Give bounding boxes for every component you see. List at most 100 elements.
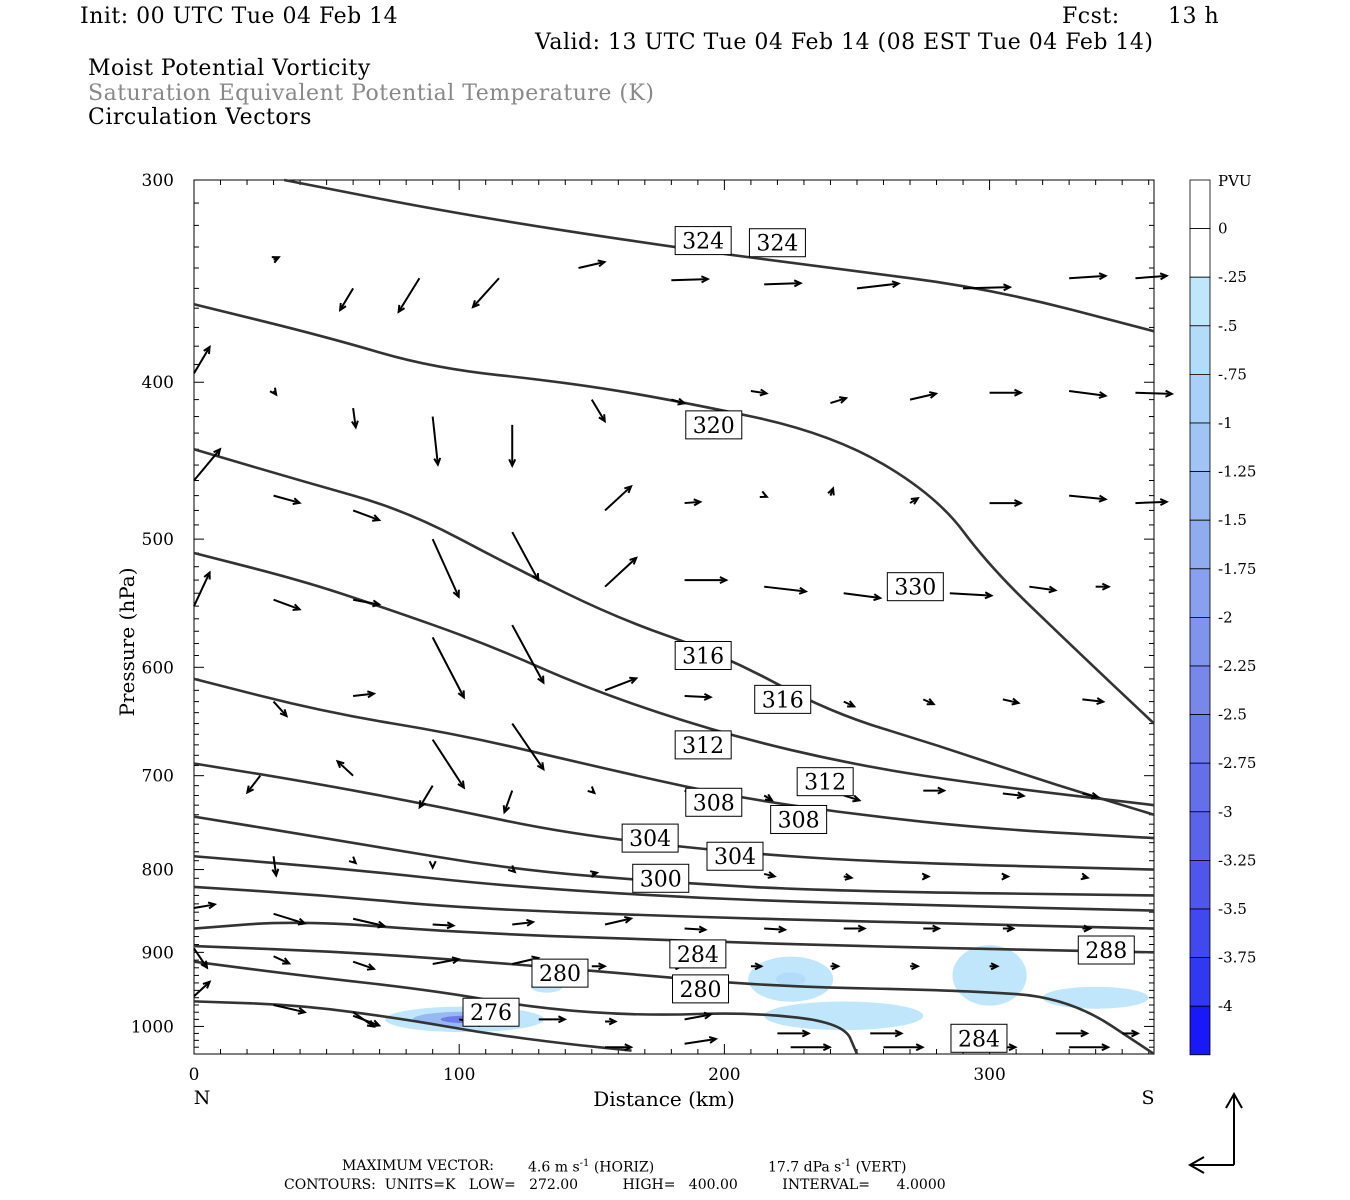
circulation-vector-head — [1098, 272, 1108, 281]
x-tick-label: 100 — [443, 1065, 475, 1085]
colorbar-label: -1.25 — [1218, 463, 1256, 481]
circulation-vector-head — [852, 794, 862, 803]
y-tick-label: 300 — [142, 171, 174, 191]
circulation-vector — [246, 775, 262, 794]
circulation-vector — [273, 598, 300, 611]
circulation-vector — [684, 1037, 716, 1045]
circulation-vector-head — [719, 576, 729, 585]
colorbar-swatch — [1189, 617, 1211, 667]
max-vector-vert-tag: (VERT) — [855, 1159, 907, 1176]
y-tick-label: 500 — [142, 530, 174, 550]
circulation-vector-head — [629, 676, 639, 685]
circulation-vector-head — [857, 924, 867, 933]
isentrope-line — [283, 178, 1155, 333]
circulation-vector — [432, 958, 459, 965]
circulation-vector — [578, 261, 605, 269]
isentrope-label: 284 — [677, 943, 719, 968]
circulation-vector-head — [351, 420, 359, 430]
isentrope-label-box — [674, 730, 732, 760]
colorbar-swatch — [1189, 762, 1211, 813]
fcst-label: Fcst: — [1062, 4, 1120, 29]
pv-region — [1042, 986, 1149, 1009]
isentrope-label: 276 — [470, 1001, 512, 1026]
fcst-value: 13 h — [1168, 4, 1220, 29]
colorbar-label: -1.5 — [1218, 511, 1247, 529]
circulation-vector-head — [203, 345, 211, 355]
circulation-vector-head — [1101, 582, 1111, 591]
colorbar-label: -2.5 — [1218, 706, 1247, 724]
circulation-vector — [511, 531, 540, 581]
circulation-vector — [1069, 389, 1106, 397]
circulation-vector — [339, 287, 354, 311]
circulation-vector-head — [910, 497, 920, 505]
isentrope-label-box — [632, 863, 690, 893]
circulation-vector-head — [1101, 1043, 1111, 1052]
circulation-vector-head — [1159, 272, 1169, 281]
circulation-vector — [1002, 792, 1024, 797]
circulation-vector-head — [754, 962, 764, 971]
circulation-vector — [352, 598, 380, 606]
circulation-vector-head — [377, 920, 387, 929]
circulation-vector-head — [597, 259, 607, 268]
circulation-vector — [336, 760, 354, 777]
field-title-vectors: Circulation Vectors — [88, 105, 312, 130]
circulation-vector-head — [1048, 585, 1058, 594]
colorbar-swatch — [1189, 228, 1211, 278]
isentrope-line — [193, 677, 1155, 840]
pv-region-core — [775, 972, 806, 986]
colorbar-label: -3.5 — [1218, 900, 1247, 918]
circulation-vector — [684, 500, 701, 505]
isentrope-label: 300 — [640, 867, 682, 892]
colorbar-label: -3.75 — [1218, 949, 1256, 967]
colorbar-label: -4 — [1218, 997, 1233, 1015]
colorbar-unit: PVU — [1218, 172, 1252, 190]
circulation-vector-head — [292, 603, 302, 611]
circulation-vector — [352, 1014, 380, 1027]
reference-horizontal-arrow-head — [1187, 1156, 1205, 1174]
colorbar-swatch — [1189, 373, 1211, 424]
isentrope-line — [193, 302, 1155, 725]
circulation-vector — [352, 917, 385, 927]
circulation-vector-head — [767, 871, 777, 879]
circulation-vector-head — [847, 700, 857, 708]
circulation-vector-head — [822, 1043, 832, 1052]
circulation-vector — [272, 700, 288, 717]
isentrope-line — [193, 762, 1155, 871]
circulation-vector — [431, 416, 439, 465]
circulation-vector-head — [1014, 499, 1024, 508]
circulation-vector — [193, 346, 211, 374]
isentrope-label-box — [748, 228, 806, 258]
circulation-vector — [1069, 274, 1106, 280]
circulation-vector-head — [937, 786, 947, 795]
circulation-vector — [750, 389, 767, 395]
circulation-vector — [352, 960, 375, 970]
circulation-vector — [397, 277, 421, 313]
north-label: N — [194, 1087, 211, 1109]
circulation-vector-head — [348, 856, 358, 865]
circulation-vector — [1135, 274, 1167, 280]
colorbar-swatch — [1189, 276, 1211, 327]
isentrope-line — [193, 854, 1155, 912]
y-tick-label: 400 — [142, 373, 174, 393]
circulation-vector-head — [200, 960, 209, 970]
circulation-vector-head — [928, 391, 939, 399]
circulation-vector-head — [1131, 1029, 1141, 1038]
colorbar-swatch — [1189, 568, 1211, 618]
circulation-vector-head — [693, 498, 703, 507]
contour-info: CONTOURS: UNITS=K LOW= 272.00 HIGH= 400.… — [284, 1177, 946, 1193]
pv-region — [764, 1001, 924, 1031]
circulation-vector-head — [778, 925, 788, 934]
circulation-vector-head — [335, 759, 345, 769]
circulation-vector — [273, 912, 306, 925]
circulation-vector-head — [1080, 872, 1090, 881]
circulation-vector-head — [838, 396, 849, 404]
circulation-vector — [684, 695, 711, 699]
x-tick-label: 200 — [708, 1065, 740, 1085]
circulation-vector — [512, 921, 534, 926]
circulation-vector-head — [1159, 498, 1169, 507]
circulation-vector — [432, 923, 454, 927]
max-vector-vert: 17.7 dPa s-1 (VERT) — [768, 1158, 906, 1176]
circulation-vector-head — [1011, 697, 1021, 706]
isentrope-label-box — [672, 974, 730, 1004]
circulation-vector-head — [894, 1029, 904, 1038]
